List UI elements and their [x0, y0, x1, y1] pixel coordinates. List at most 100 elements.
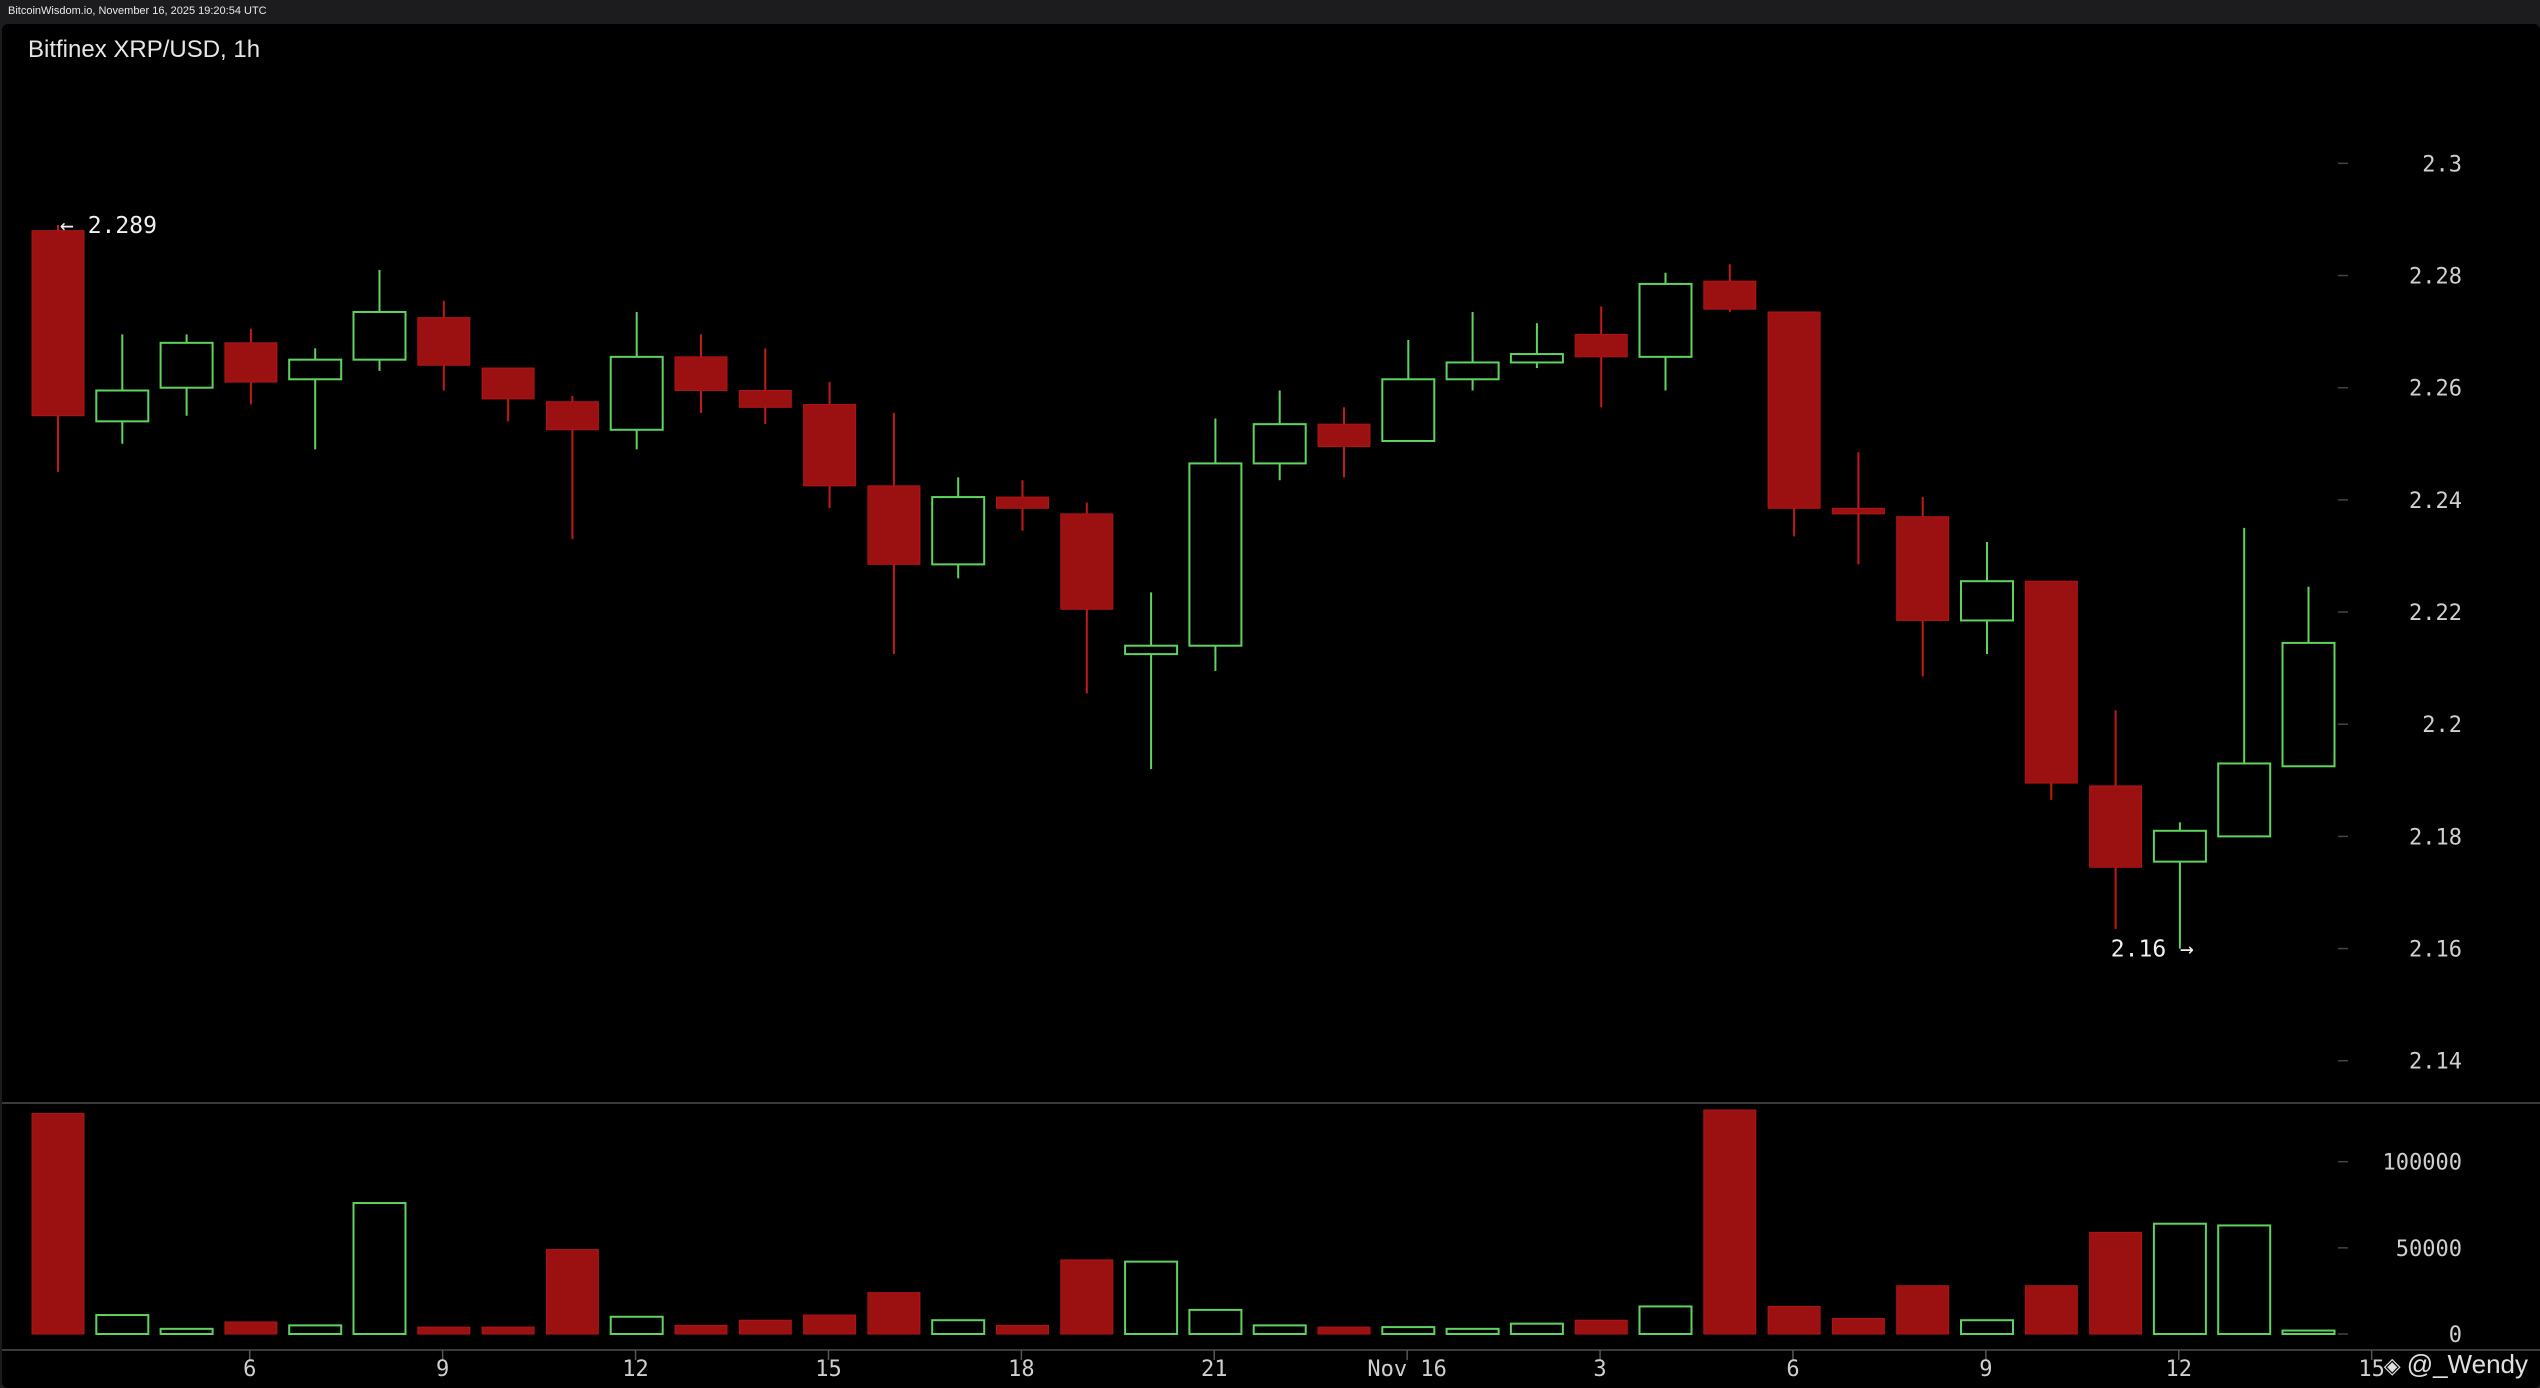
price-tick-label: 2.18	[2409, 825, 2462, 850]
candle-body	[417, 317, 471, 366]
candle-body	[1317, 423, 1371, 448]
candle-body	[1188, 462, 1243, 647]
time-tick-label: 12	[2166, 1357, 2193, 1382]
volume-bar	[95, 1314, 150, 1335]
candle-body	[31, 230, 85, 417]
volume-tick-label: 100000	[2383, 1151, 2462, 1176]
candle-body	[1445, 361, 1500, 381]
price-tick-label: 2.26	[2409, 377, 2462, 402]
candle-body	[867, 485, 921, 565]
volume-bar	[1445, 1327, 1500, 1336]
price-tick-label: 2.16	[2409, 938, 2462, 963]
volume-bar	[2281, 1329, 2336, 1335]
candle-body	[1703, 280, 1757, 310]
volume-bar	[1509, 1322, 1564, 1335]
price-tick-label: 2.22	[2409, 601, 2462, 626]
volume-bar	[609, 1315, 664, 1336]
top-bar: BitcoinWisdom.io, November 16, 2025 19:2…	[0, 0, 2540, 22]
volume-bar	[1703, 1109, 1757, 1335]
time-tick-label: 6	[243, 1357, 256, 1382]
time-tick-label: 15	[815, 1357, 842, 1382]
volume-bar	[1381, 1326, 1436, 1335]
volume-bar	[2217, 1224, 2272, 1336]
volume-bar	[31, 1112, 85, 1335]
candle-body	[2217, 762, 2272, 838]
chart-frame	[2, 24, 2540, 1388]
candle-body	[1767, 311, 1821, 509]
volume-bar	[1960, 1319, 2014, 1335]
time-tick-label: 3	[1593, 1357, 1606, 1382]
candle-body	[288, 358, 343, 381]
candle-body	[1124, 644, 1179, 656]
volume-bar	[2152, 1222, 2207, 1335]
price-tick-label: 2.24	[2409, 489, 2462, 514]
candle-body	[545, 401, 599, 431]
watermark: ◈ @_Wendy	[2384, 1349, 2528, 1380]
time-tick-label: 9	[436, 1357, 449, 1382]
volume-bar	[996, 1324, 1049, 1335]
price-tick-label: 2.2	[2422, 713, 2462, 738]
candle-body	[1896, 516, 1950, 621]
candle-body	[996, 496, 1049, 509]
volume-bar	[1188, 1308, 1243, 1336]
time-tick-label: Nov 16	[1367, 1357, 1446, 1382]
price-annotation: ← 2.289	[60, 213, 157, 239]
candle-body	[159, 341, 214, 389]
chart-title: Bitfinex XRP/USD, 1h	[28, 36, 261, 63]
time-tick-label: 15	[2358, 1357, 2385, 1382]
volume-bar	[1767, 1305, 1821, 1335]
volume-bar	[417, 1326, 471, 1335]
candle-body	[2024, 580, 2078, 784]
volume-bar	[1638, 1305, 1693, 1336]
candle-body	[224, 342, 278, 383]
candle-body	[352, 310, 407, 361]
brand-diamond-icon: ◈	[2383, 1353, 2401, 1378]
candle-body	[931, 496, 986, 566]
volume-bar	[1124, 1260, 1179, 1335]
candle-body	[1252, 423, 1307, 465]
time-tick-label: 6	[1786, 1357, 1799, 1382]
time-tick-label: 18	[1008, 1357, 1035, 1382]
time-tick-label: 21	[1201, 1357, 1228, 1382]
volume-bar	[1252, 1324, 1307, 1336]
candle-body	[803, 404, 857, 487]
volume-bar	[803, 1314, 857, 1335]
volume-bar	[352, 1202, 407, 1335]
volume-bar	[931, 1319, 986, 1335]
time-tick-label: 12	[622, 1357, 649, 1382]
volume-bar	[288, 1324, 343, 1336]
volume-bar	[1574, 1319, 1628, 1335]
candle-body	[2152, 829, 2207, 863]
volume-tick-label: 0	[2449, 1323, 2462, 1348]
volume-bar	[674, 1324, 728, 1335]
candle-body	[1509, 353, 1564, 364]
volume-bar	[481, 1326, 535, 1335]
candle-body	[95, 389, 150, 423]
volume-bar	[1831, 1317, 1885, 1335]
volume-bar	[2089, 1231, 2143, 1335]
volume-bar	[1896, 1285, 1950, 1335]
source-timestamp: BitcoinWisdom.io, November 16, 2025 19:2…	[8, 5, 267, 17]
volume-bar	[224, 1321, 278, 1335]
volume-bar	[1317, 1326, 1371, 1335]
candle-body	[1574, 333, 1628, 358]
candle-body	[2089, 785, 2143, 868]
time-tick-label: 9	[1979, 1357, 1992, 1382]
watermark-text: @_Wendy	[2406, 1349, 2528, 1379]
price-tick-label: 2.28	[2409, 265, 2462, 290]
candle-body	[1638, 282, 1693, 358]
candle-body	[1381, 378, 1436, 442]
candle-body	[674, 356, 728, 392]
candle-body	[2281, 641, 2336, 768]
candle-body	[609, 355, 664, 431]
volume-bar	[545, 1249, 599, 1335]
price-tick-label: 2.3	[2422, 152, 2462, 177]
volume-bar	[159, 1327, 214, 1336]
candle-body	[738, 390, 792, 408]
candle-body	[481, 367, 535, 400]
candle-body	[1960, 580, 2014, 622]
candle-body	[1060, 513, 1114, 610]
volume-bar	[1060, 1259, 1114, 1335]
price-annotation: 2.16 →	[2111, 937, 2194, 963]
